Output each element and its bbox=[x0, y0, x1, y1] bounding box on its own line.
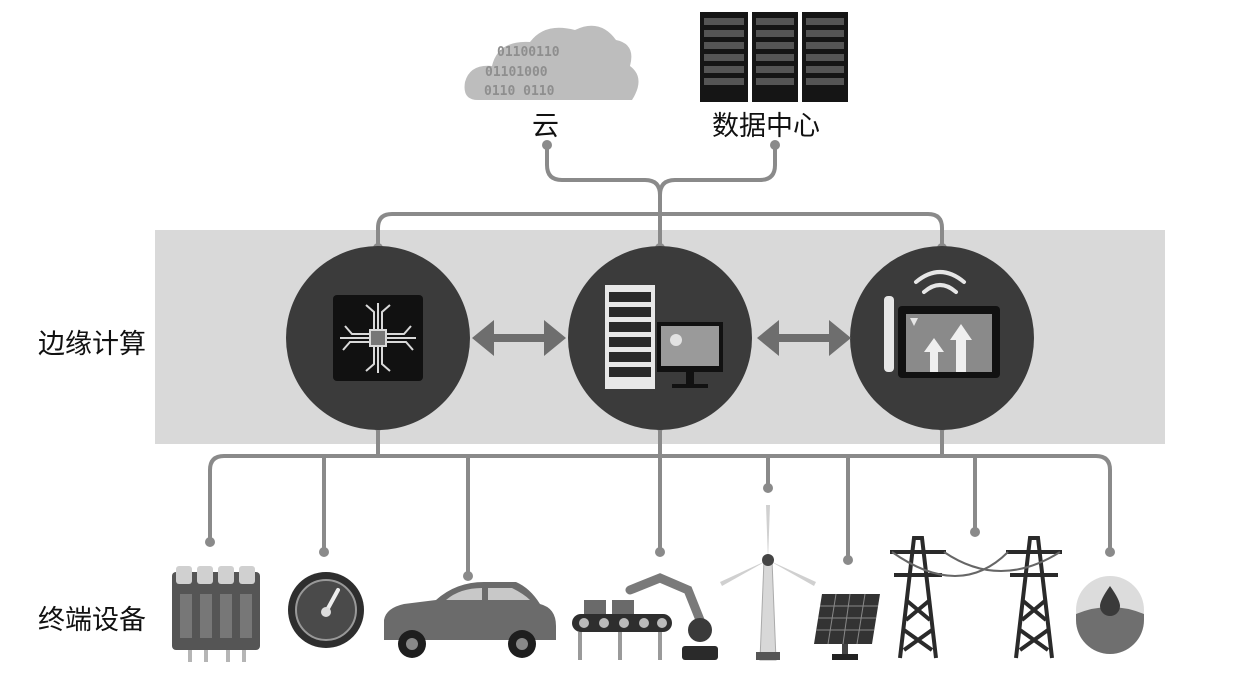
wind-turbine-icon bbox=[720, 505, 816, 661]
terminal-devices-label: 终端设备 bbox=[38, 605, 146, 636]
data-center-label: 数据中心 bbox=[712, 111, 820, 142]
edge-computing-label: 边缘计算 bbox=[38, 329, 146, 360]
cloud-binary-1: 01100110 bbox=[497, 45, 560, 60]
connector-lines bbox=[208, 143, 1112, 577]
water-drop-icon bbox=[1076, 576, 1144, 654]
cloud-label: 云 bbox=[532, 111, 559, 142]
chip-icon bbox=[333, 295, 423, 381]
server-monitor-icon bbox=[605, 285, 723, 389]
battery-pack-icon bbox=[172, 566, 260, 662]
solar-panel-icon bbox=[814, 593, 880, 660]
cloud-binary-3: 0110 0110 bbox=[484, 84, 555, 99]
gauge-icon bbox=[288, 572, 364, 648]
edge-node-wireless bbox=[850, 246, 1034, 430]
cloud-icon: 01100110 01101000 0110 0110 bbox=[464, 25, 639, 100]
robot-arm-conveyor-icon bbox=[572, 573, 718, 660]
edge-node-server bbox=[568, 246, 752, 430]
edge-node-chip bbox=[286, 246, 470, 430]
bidirectional-arrow-left bbox=[472, 320, 566, 356]
server-rack-icon bbox=[700, 12, 848, 102]
power-tower-icon bbox=[890, 536, 1062, 659]
cloud-binary-2: 01101000 bbox=[485, 65, 548, 80]
car-icon bbox=[384, 582, 556, 658]
wireless-tablet-icon bbox=[884, 270, 1000, 378]
bidirectional-arrow-right bbox=[757, 320, 851, 356]
